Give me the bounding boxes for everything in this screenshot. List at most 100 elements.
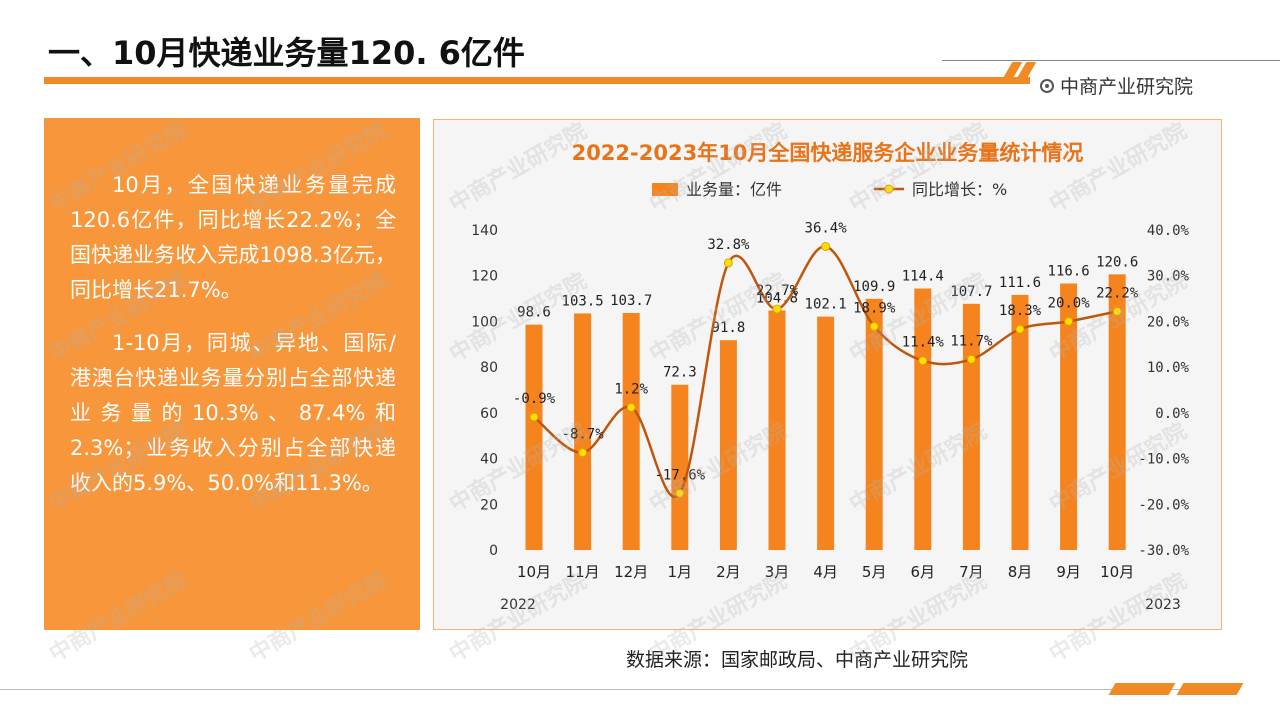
title-underline [44, 77, 1030, 84]
y-right-tick-label: 40.0% [1147, 223, 1190, 239]
chart-panel: 2022-2023年10月全国快递服务企业业务量统计情况业务量：亿件 同比增长：%… [433, 119, 1222, 630]
bar-data-label: 102.1 [805, 297, 847, 313]
x-tick-label: 2月 [716, 563, 741, 581]
y-right-tick-label: 20.0% [1147, 314, 1190, 330]
chart-title: 2022-2023年10月全国快递服务企业业务量统计情况 [572, 141, 1084, 165]
line-data-label: 11.7% [950, 333, 993, 349]
x-tick-label: 9月 [1056, 563, 1081, 581]
bar [622, 312, 640, 550]
bar [671, 384, 689, 550]
line-marker [529, 412, 539, 422]
summary-panel: 10月，全国快递业务量完成120.6亿件，同比增长22.2%；全国快递业务收入完… [44, 118, 420, 630]
line-marker [1015, 324, 1025, 334]
line-marker [1064, 316, 1074, 326]
summary-paragraph-2: 1-10月，同城、异地、国际/港澳台快递业务量分别占全部快递业务量的10.3%、… [70, 331, 396, 495]
bar [768, 310, 786, 550]
line-marker [772, 304, 782, 314]
brand-logo-icon [1040, 78, 1054, 93]
bar [914, 288, 932, 550]
page-title: 一、10月快递业务量120. 6亿件 [48, 34, 525, 72]
bar [1011, 294, 1029, 550]
line-marker [626, 402, 636, 412]
x-tick-label: 7月 [959, 563, 984, 581]
brand: 中商产业研究院 [1040, 72, 1193, 99]
bar-data-label: 116.6 [1048, 263, 1090, 279]
bar-data-label: 111.6 [999, 275, 1041, 291]
bar-data-label: 120.6 [1096, 254, 1138, 270]
x-tick-label: 11月 [566, 563, 600, 581]
footer-decor-stripe [1108, 683, 1176, 695]
x-tick-label: 1月 [668, 563, 693, 581]
bar [1060, 283, 1078, 550]
bar [962, 303, 980, 550]
x-tick-label: 10月 [517, 563, 551, 581]
line-data-label: -17.6% [655, 467, 706, 483]
bar [817, 316, 835, 550]
summary-paragraph-1: 10月，全国快递业务量完成120.6亿件，同比增长22.2%；全国快递业务收入完… [70, 173, 396, 302]
legend-label-line: 同比增长：% [912, 180, 1007, 199]
bar-data-label: 107.7 [950, 284, 992, 300]
x-tick-label: 3月 [765, 563, 790, 581]
footer-decor-stripe [1176, 683, 1244, 695]
y-right-tick-label: -10.0% [1138, 452, 1189, 468]
line-data-label: -8.7% [562, 427, 605, 443]
x-tick-label: 5月 [862, 563, 887, 581]
bar-data-label: 72.3 [663, 365, 697, 381]
y-left-tick-label: 80 [480, 360, 498, 376]
y-right-tick-label: -20.0% [1138, 497, 1189, 513]
year-label-end: 2023 [1145, 597, 1181, 613]
line-marker [821, 241, 831, 251]
source-note: 数据来源：国家邮政局、中商产业研究院 [626, 649, 969, 671]
bar [525, 324, 543, 550]
y-left-tick-label: 120 [471, 269, 498, 285]
y-left-tick-label: 40 [480, 452, 498, 468]
line-marker [869, 321, 879, 331]
legend-label-bar: 业务量：亿件 [686, 180, 782, 199]
x-tick-label: 10月 [1100, 563, 1134, 581]
y-right-tick-label: 10.0% [1147, 360, 1190, 376]
legend-marker-line [884, 184, 894, 194]
line-data-label: 22.7% [756, 283, 799, 299]
line-marker [723, 258, 733, 268]
y-right-tick-label: -30.0% [1138, 543, 1189, 559]
bar [574, 313, 592, 550]
x-tick-label: 8月 [1008, 563, 1033, 581]
header-decor-line [942, 60, 1280, 61]
line-marker [918, 356, 928, 366]
brand-name: 中商产业研究院 [1060, 76, 1194, 98]
y-left-tick-label: 140 [471, 223, 498, 239]
bar-data-label: 109.9 [853, 279, 895, 295]
line-data-label: 22.2% [1096, 285, 1139, 301]
line-data-label: 18.3% [999, 303, 1042, 319]
x-tick-label: 6月 [911, 563, 936, 581]
x-tick-label: 12月 [614, 563, 648, 581]
bar-data-label: 98.6 [517, 305, 551, 321]
y-left-tick-label: 100 [471, 314, 498, 330]
y-left-tick-label: 20 [480, 497, 498, 513]
legend-swatch-bar [652, 183, 678, 196]
year-label-start: 2022 [500, 597, 536, 613]
y-left-tick-label: 60 [480, 406, 498, 422]
bar-data-label: 103.5 [562, 293, 604, 309]
bar-data-label: 114.4 [902, 269, 944, 285]
line-data-label: 20.0% [1048, 295, 1091, 311]
x-tick-label: 4月 [813, 563, 838, 581]
bar [719, 340, 737, 550]
bar [1108, 274, 1126, 550]
line-marker [1112, 306, 1122, 316]
y-right-tick-label: 30.0% [1147, 269, 1190, 285]
bar-data-label: 103.7 [610, 293, 652, 309]
bar [865, 298, 883, 550]
line-data-label: 11.4% [902, 335, 945, 351]
y-right-tick-label: 0.0% [1155, 406, 1189, 422]
bar-data-label: 91.8 [712, 320, 746, 336]
line-data-label: 36.4% [805, 220, 848, 236]
line-marker [966, 354, 976, 364]
line-marker [578, 448, 588, 458]
line-data-label: -0.9% [513, 391, 556, 407]
footer-line [0, 689, 1240, 690]
line-data-label: 32.8% [707, 237, 750, 253]
line-marker [675, 488, 685, 498]
line-data-label: 1.2% [614, 381, 648, 397]
